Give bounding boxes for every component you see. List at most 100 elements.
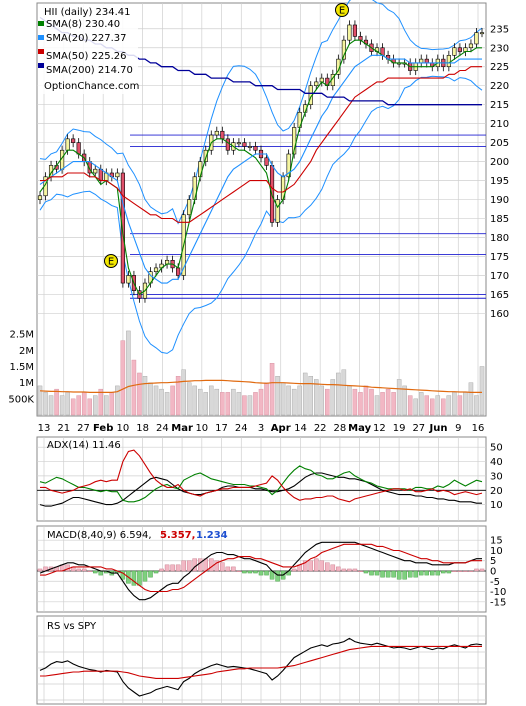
candle-body (214, 130, 219, 136)
legend-sma50: SMA(50) 225.26 (46, 51, 127, 62)
volume-bar (363, 385, 369, 416)
volume-bar (76, 395, 81, 416)
macd-histogram-bar (258, 570, 264, 576)
macd-histogram-bar (291, 568, 297, 572)
volume-bar (43, 392, 48, 416)
macd-histogram-bar (418, 570, 424, 576)
macd-tick-label: 15 (490, 536, 503, 547)
adx-tick-label: 50 (490, 443, 503, 454)
volume-bar (347, 385, 352, 416)
macd-histogram-bar (336, 566, 341, 572)
volume-bar (153, 385, 159, 416)
macd-histogram-bar (247, 570, 253, 574)
price-title: HII (daily) 234.41 (44, 7, 131, 18)
x-tick-label: 14 (294, 423, 307, 434)
macd-histogram-bar (468, 570, 474, 573)
volume-bar (286, 385, 291, 416)
volume-bar (407, 395, 413, 416)
macd-histogram-bar (314, 558, 319, 572)
candle-body (479, 32, 485, 35)
price-tick-label: 205 (490, 138, 509, 149)
candle-body (358, 36, 363, 41)
candle-body (452, 47, 457, 56)
volume-bar (468, 382, 474, 416)
volume-tick-label: 500K (8, 394, 34, 405)
macd-histogram-bar (76, 568, 81, 572)
macd-histogram-bar (385, 570, 391, 578)
macd-histogram-bar (347, 568, 352, 572)
volume-bar (352, 388, 358, 416)
macd-line (39, 541, 482, 601)
macd-histogram-bar (363, 570, 369, 574)
price-tick-label: 190 (490, 195, 509, 206)
volume-bar (413, 398, 418, 416)
price-tick-label: 220 (490, 81, 509, 92)
macd-histogram-bar (374, 570, 380, 576)
candle-body (468, 43, 474, 49)
candle-body (198, 161, 203, 178)
macd-histogram-bar (214, 560, 220, 572)
price-tick-label: 160 (490, 309, 509, 320)
candle-body (93, 168, 98, 174)
macd-histogram-bar (319, 560, 325, 572)
macd-histogram-bar (264, 570, 269, 576)
adx-tick-label: 10 (490, 500, 503, 511)
volume-bar (308, 376, 313, 416)
candle-body (165, 259, 170, 265)
macd-histogram-bar (153, 570, 159, 574)
macd-histogram-bar (197, 558, 203, 572)
horizontal-lines (130, 134, 486, 299)
macd-histogram-bar (302, 560, 308, 572)
volume-tick-label: 1M (19, 378, 34, 389)
svg-text:E: E (339, 6, 345, 17)
price-tick-label: 235 (490, 24, 509, 35)
volume-bar (463, 392, 468, 416)
x-tick-label: 10 (117, 423, 130, 434)
sma-line-sma20 (39, 54, 482, 284)
price-tick-label: 180 (490, 233, 509, 244)
volume-bar (358, 392, 363, 416)
macd-histogram-bar (98, 570, 104, 576)
volume-bar (336, 372, 341, 416)
macd-histogram-bar (457, 570, 463, 573)
volume-bar (242, 395, 247, 416)
macd-histogram-bar (220, 562, 225, 572)
price-tick-label: 215 (490, 100, 509, 111)
volume-bar (197, 388, 203, 416)
x-tick-label: Jun (429, 423, 448, 434)
volume-bar (302, 372, 308, 416)
x-tick-label: 17 (215, 423, 228, 434)
volume-bar (220, 392, 225, 416)
volume-bar (474, 395, 479, 416)
candle-body (176, 267, 181, 276)
macd-histogram-bar (325, 562, 330, 572)
candle-body (203, 149, 208, 162)
macd-histogram-bar (275, 570, 280, 582)
macd-histogram-bar (209, 558, 214, 572)
volume-tick-label: 2.5M (9, 330, 34, 341)
adx-title: ADX(14) 11.46 (47, 440, 121, 451)
candle-body (264, 157, 269, 166)
legend-box (38, 4, 138, 94)
macd-histogram-bar (413, 570, 418, 578)
legend-swatch-sma8 (38, 21, 44, 26)
macd-histogram-bar (175, 564, 181, 572)
legend-swatch-sma50 (38, 49, 44, 54)
bollinger-upper (39, 0, 483, 225)
volume-bar (314, 379, 319, 416)
macd-tick-label: 5 (490, 556, 496, 567)
volume-bar (253, 392, 258, 416)
volume-bar (137, 372, 142, 416)
x-tick-label: 22 (314, 423, 327, 434)
x-tick-label: 10 (195, 423, 208, 434)
x-tick-label: 24 (156, 423, 169, 434)
macd-histogram-bar (446, 570, 452, 574)
candle-body (65, 138, 70, 151)
volume-bar (247, 395, 253, 416)
volume-bar (275, 376, 280, 416)
volume-bar (380, 392, 385, 416)
volume-bar (418, 392, 424, 416)
adx-tick-label: 20 (490, 486, 503, 497)
macd-histogram-bar (452, 570, 457, 573)
indicator-lines (39, 449, 483, 697)
